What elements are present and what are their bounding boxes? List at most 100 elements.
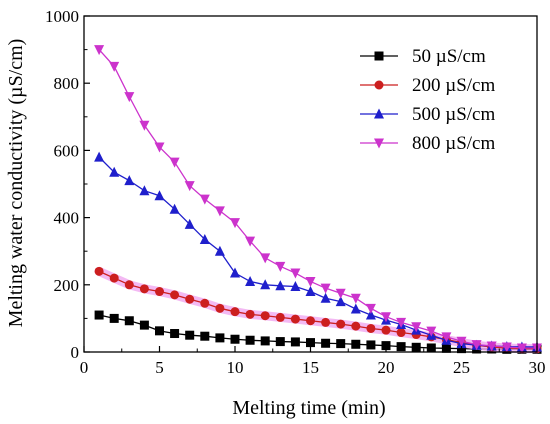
series-2-point [336, 319, 346, 329]
series-3-point [109, 166, 120, 177]
series-3-point [230, 267, 240, 278]
x-axis-title: Melting time (min) [232, 397, 385, 419]
series-2-point [245, 309, 255, 319]
series-4-point [305, 276, 316, 287]
series-2-point [155, 287, 164, 297]
series-1-point [336, 339, 346, 349]
series-3-point [154, 190, 165, 201]
series-4-point [320, 283, 331, 294]
series-4-point [486, 341, 497, 352]
legend-marker [374, 51, 384, 61]
y-tick-label: 200 [54, 276, 80, 295]
series-1-point [381, 341, 391, 351]
series-2-point [185, 294, 195, 304]
series-4-point [441, 332, 452, 343]
series-4 [94, 45, 542, 354]
series-4-point [350, 293, 361, 304]
series-1-point [200, 331, 210, 341]
series-4-point [109, 61, 120, 72]
series-2-point [200, 298, 210, 308]
series-2-point [275, 312, 285, 322]
x-tick-label: 0 [80, 358, 89, 377]
x-tick-label: 15 [302, 358, 319, 377]
series-3-point [260, 279, 271, 290]
series-1-point [426, 343, 436, 353]
series-4-point [290, 268, 301, 279]
series-1-point [366, 340, 376, 350]
y-tick-label: 1000 [45, 7, 79, 26]
legend-entry-4: 800 µS/cm [360, 133, 495, 154]
series-3-point [335, 296, 346, 307]
series-2-line [98, 270, 537, 350]
series-3-point [275, 280, 286, 291]
series-4-point [381, 312, 391, 323]
y-tick-label: 600 [54, 141, 80, 160]
series-3-point [139, 185, 150, 196]
series-2-point [366, 323, 376, 333]
axes: 0 5 10 15 20 25 30 0 200 400 600 800 1000 [45, 7, 546, 377]
series-1-point [109, 313, 119, 323]
series-2-point [260, 311, 270, 321]
series-2-point [94, 266, 104, 276]
series-1-point [215, 333, 225, 343]
series-2-point [396, 328, 406, 338]
series-4-point [230, 218, 240, 229]
legend: 50 µS/cm 200 µS/cm 500 µS/cm 800 µS/cm [360, 46, 495, 154]
series-1-point [411, 342, 421, 352]
series-2-point [351, 321, 361, 331]
y-tick-label: 800 [54, 74, 80, 93]
series-3-point [169, 203, 180, 214]
series-1-point [155, 326, 164, 336]
series-4-point [426, 326, 437, 337]
series-1-point [185, 330, 195, 340]
series-1-point [275, 337, 285, 347]
series-2-point [306, 316, 315, 326]
legend-entry-1: 50 µS/cm [360, 46, 486, 67]
series-4-point [214, 206, 225, 217]
legend-marker [374, 80, 384, 90]
y-tick-label: 400 [54, 209, 80, 228]
series-3-point [350, 303, 361, 314]
series-4-point [154, 142, 165, 153]
legend-label: 200 µS/cm [412, 75, 495, 96]
series-1-point [290, 337, 300, 347]
x-tick-label: 20 [378, 358, 395, 377]
series-1-point [94, 310, 104, 320]
series-4-point [124, 92, 135, 103]
series-4-point [501, 342, 512, 353]
y-axis-title: Melting water conductivity (µS/cm) [5, 39, 27, 328]
series-3-point [214, 245, 225, 256]
series-3-point [184, 218, 195, 229]
legend-marker [374, 138, 384, 149]
series-1-point [260, 336, 270, 346]
series-3-point [365, 309, 376, 320]
x-tick-label: 5 [155, 358, 164, 377]
series-3-point [94, 151, 105, 162]
series-4-point [169, 157, 180, 168]
series-2-point [124, 280, 134, 290]
series-1-point [230, 334, 240, 344]
series-2-point [170, 290, 180, 300]
series-4-point [411, 322, 422, 333]
series-4-point [184, 181, 195, 192]
series-2-point [321, 317, 331, 327]
series-3-point [199, 233, 210, 244]
series-2-point [381, 325, 391, 335]
legend-label: 50 µS/cm [412, 46, 486, 67]
series-4-point [456, 336, 467, 347]
series-1-point [321, 338, 331, 348]
legend-label: 500 µS/cm [412, 104, 495, 125]
series-2-halo [94, 266, 542, 354]
series-1-point [245, 335, 255, 345]
series-1-point [139, 320, 149, 330]
series-4-point [275, 261, 286, 272]
x-tick-label: 10 [227, 358, 244, 377]
series-2-point [139, 284, 149, 294]
series-2-point [230, 307, 240, 317]
series-1-point [306, 338, 315, 348]
series-4-point [396, 317, 407, 328]
series-2-point [109, 273, 119, 283]
x-tick-label: 25 [453, 358, 470, 377]
legend-label: 800 µS/cm [412, 133, 495, 154]
